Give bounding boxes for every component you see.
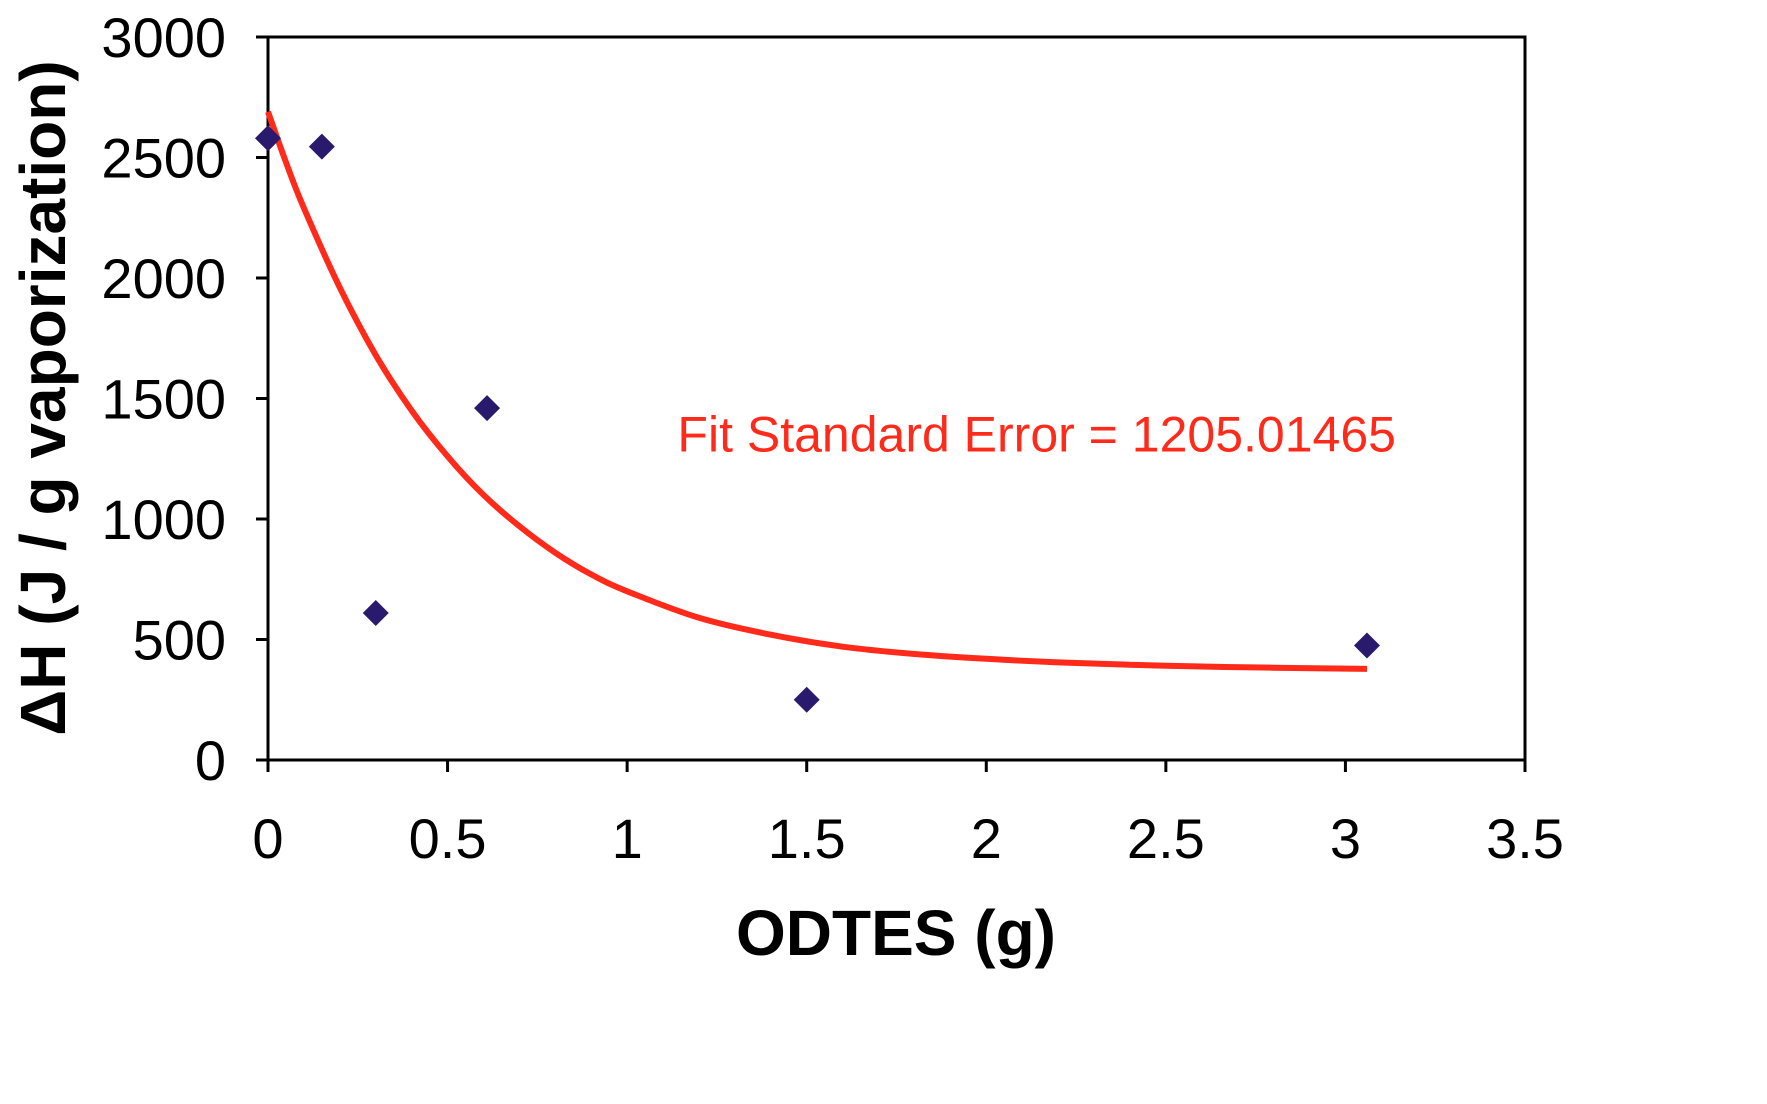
data-point (308, 133, 335, 160)
fit-curve-layer (265, 110, 1368, 672)
y-tick-label: 2000 (101, 247, 226, 310)
x-tick-label: 2.5 (1127, 807, 1205, 870)
x-axis-title: ODTES (g) (736, 897, 1056, 969)
x-tick-label: 0.5 (409, 807, 487, 870)
x-tick-label: 3 (1330, 807, 1361, 870)
fit-standard-error-annotation: Fit Standard Error = 1205.01465 (677, 407, 1396, 463)
x-tick-label: 0 (252, 807, 283, 870)
data-point (474, 395, 501, 422)
y-tick-label: 3000 (101, 6, 226, 69)
data-point (793, 686, 820, 713)
data-point (1353, 632, 1380, 659)
data-points-layer (255, 125, 1380, 713)
y-tick-label: 0 (195, 729, 226, 792)
plot-area (266, 35, 1527, 762)
y-tick-label: 1500 (101, 368, 226, 431)
y-axis-ticks: 0 500 1000 1500 2000 2500 3000 (101, 6, 268, 792)
x-tick-label: 3.5 (1486, 807, 1564, 870)
x-tick-label: 1 (612, 807, 643, 870)
x-tick-label: 2 (971, 807, 1002, 870)
x-tick-label: 1.5 (768, 807, 846, 870)
data-point (255, 125, 281, 152)
x-axis-ticks: 0 0.5 1 1.5 2 2.5 3 3.5 (252, 760, 1564, 870)
fit-curve (265, 110, 1368, 672)
y-axis-title: ΔH (J / g vaporization) (7, 60, 79, 735)
y-tick-label: 1000 (101, 488, 226, 551)
y-tick-label: 500 (133, 609, 226, 672)
y-tick-label: 2500 (101, 127, 226, 190)
data-point (362, 599, 389, 626)
